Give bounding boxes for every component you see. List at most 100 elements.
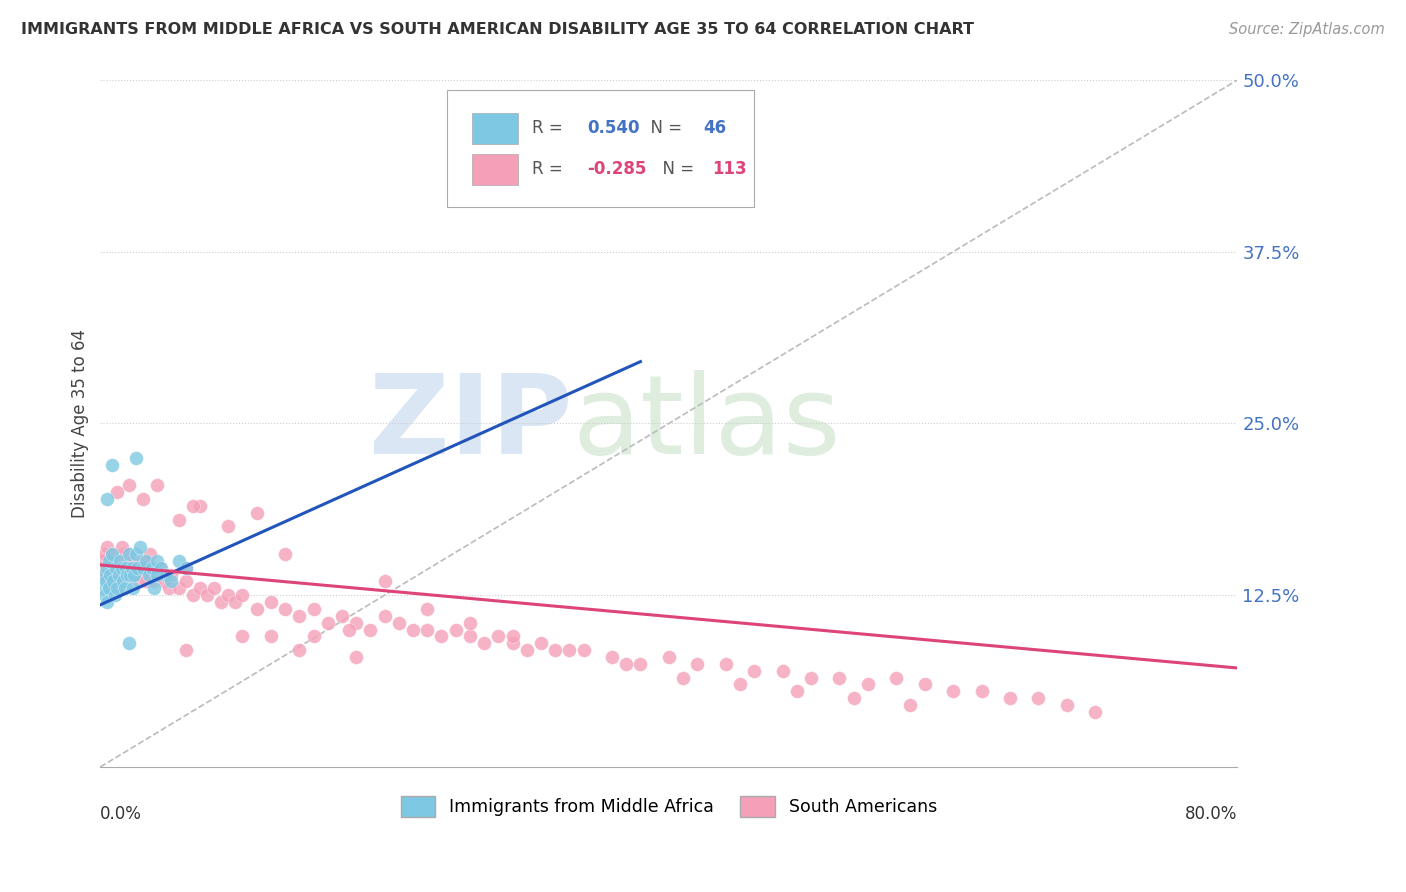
Point (288, 643, 311, 657)
Point (132, 491, 155, 506)
Point (344, 615, 367, 630)
Point (231, 629, 253, 643)
Point (98, 567, 121, 582)
Point (181, 588, 204, 602)
Point (181, 499, 204, 513)
Point (98, 560, 121, 574)
Point (111, 560, 134, 574)
Point (157, 582, 180, 596)
Point (884, 671, 907, 685)
Point (98, 582, 121, 596)
Point (135, 554, 157, 568)
Point (444, 623, 467, 637)
Point (103, 588, 125, 602)
Point (217, 588, 239, 602)
Point (100, 547, 122, 561)
Point (160, 574, 183, 589)
Point (101, 574, 124, 589)
Point (288, 608, 311, 623)
Point (120, 567, 142, 582)
Point (111, 540, 134, 554)
Point (146, 567, 169, 582)
Point (202, 582, 225, 596)
Point (800, 671, 823, 685)
Point (110, 554, 132, 568)
Point (188, 582, 211, 596)
Text: IMMIGRANTS FROM MIDDLE AFRICA VS SOUTH AMERICAN DISABILITY AGE 35 TO 64 CORRELAT: IMMIGRANTS FROM MIDDLE AFRICA VS SOUTH A… (21, 22, 974, 37)
Point (114, 582, 136, 596)
Text: 0.540: 0.540 (586, 119, 640, 137)
Point (828, 671, 851, 685)
Point (96, 560, 118, 574)
Point (1084, 705, 1107, 719)
Point (100, 458, 122, 472)
Text: N =: N = (641, 119, 688, 137)
Point (127, 560, 149, 574)
Point (141, 560, 163, 574)
Text: ZIP: ZIP (368, 370, 572, 477)
Point (330, 608, 353, 623)
Point (558, 643, 581, 657)
Point (112, 574, 135, 589)
Point (359, 623, 381, 637)
Y-axis label: Disability Age 35 to 64: Disability Age 35 to 64 (72, 329, 89, 518)
Point (174, 560, 197, 574)
Point (188, 499, 211, 513)
Point (274, 547, 297, 561)
Point (124, 567, 146, 582)
Point (600, 650, 623, 665)
Point (416, 602, 439, 616)
Point (516, 183, 538, 197)
Point (149, 560, 172, 574)
Point (302, 629, 325, 643)
Legend: Immigrants from Middle Africa, South Americans: Immigrants from Middle Africa, South Ame… (394, 789, 943, 823)
Point (1056, 698, 1078, 712)
Point (125, 450, 148, 465)
Text: 0.0%: 0.0% (100, 805, 142, 823)
Point (155, 567, 177, 582)
Point (124, 567, 146, 582)
Point (146, 478, 169, 492)
Point (174, 643, 197, 657)
Point (217, 519, 239, 533)
Point (472, 636, 495, 650)
Point (1028, 691, 1050, 706)
Point (224, 595, 246, 609)
Point (108, 567, 131, 582)
Point (195, 588, 218, 602)
Point (118, 478, 141, 492)
Point (121, 560, 143, 574)
Point (127, 560, 149, 574)
Text: atlas: atlas (572, 370, 841, 477)
Point (111, 554, 134, 568)
Point (260, 629, 283, 643)
Point (117, 567, 139, 582)
Point (122, 582, 145, 596)
Point (97, 574, 120, 589)
Point (93, 547, 115, 561)
Point (458, 615, 481, 630)
Point (630, 657, 652, 671)
Point (174, 574, 197, 589)
Point (96, 540, 118, 554)
Text: 46: 46 (703, 119, 725, 137)
Point (430, 629, 453, 643)
Point (97, 582, 120, 596)
Point (91, 582, 114, 596)
Point (772, 664, 794, 678)
Point (114, 567, 136, 582)
Point (160, 567, 183, 582)
Point (486, 629, 509, 643)
Point (132, 554, 155, 568)
Point (107, 485, 129, 500)
Point (316, 615, 339, 630)
Point (101, 567, 124, 582)
Point (103, 560, 125, 574)
Point (658, 650, 681, 665)
Point (146, 567, 169, 582)
Point (107, 582, 129, 596)
Point (502, 636, 524, 650)
Point (94, 574, 117, 589)
Point (90, 567, 112, 582)
Point (93, 588, 115, 602)
